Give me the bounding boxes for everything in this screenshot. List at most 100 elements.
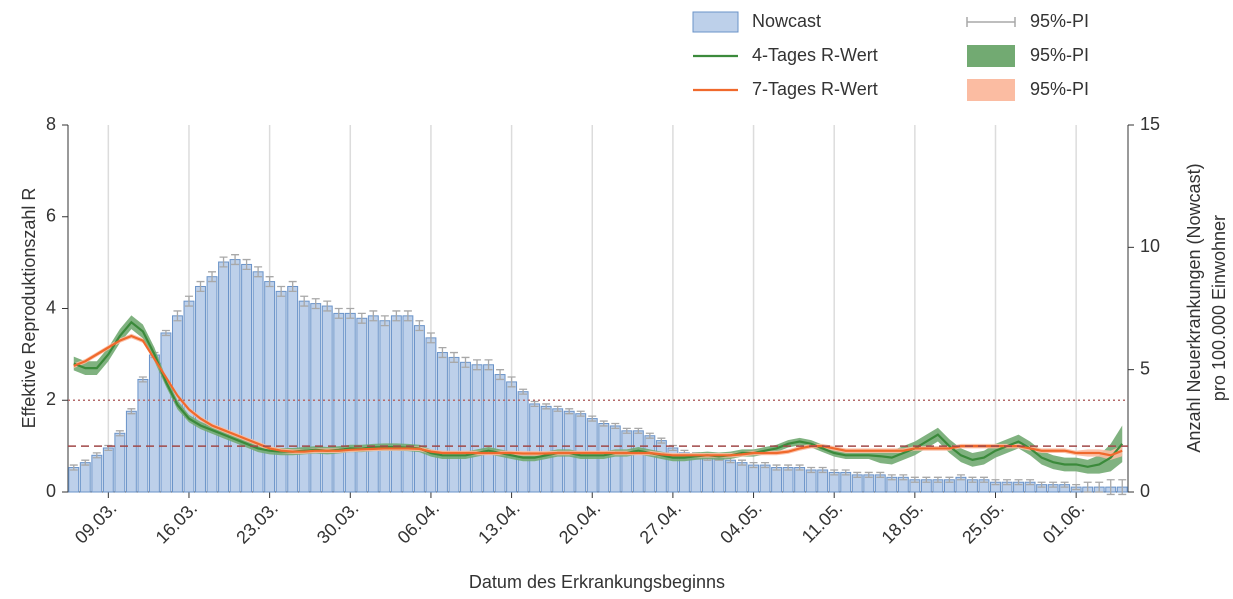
legend-label: 95%-PI xyxy=(1030,11,1089,31)
bar xyxy=(195,285,206,493)
error-bar xyxy=(1014,479,1023,486)
bar xyxy=(736,462,748,493)
legend-swatch xyxy=(692,11,739,33)
error-bar xyxy=(81,459,90,466)
bar xyxy=(160,332,172,493)
error-bar xyxy=(311,298,320,310)
bar xyxy=(402,315,414,493)
error-bar xyxy=(876,471,885,478)
x-tick-label: 27.04. xyxy=(636,498,686,548)
error-bar xyxy=(945,476,954,483)
bar xyxy=(759,464,771,493)
x-tick-label: 04.05. xyxy=(716,498,766,548)
legend-label: 4-Tages R-Wert xyxy=(752,45,878,65)
legend-label: 95%-PI xyxy=(1030,79,1089,99)
error-bar xyxy=(1060,481,1069,488)
bar xyxy=(206,276,218,493)
legend-swatch xyxy=(967,79,1015,101)
error-bar xyxy=(588,415,597,422)
bar xyxy=(471,364,483,493)
line xyxy=(73,334,1123,457)
error-bar xyxy=(449,351,458,363)
error-bar xyxy=(1026,479,1035,486)
y-tick-label: 4 xyxy=(46,297,56,317)
interval-band xyxy=(73,333,1123,460)
error-bar xyxy=(830,469,839,476)
bar xyxy=(125,410,137,493)
error-bar xyxy=(565,408,574,415)
error-bar xyxy=(323,300,332,312)
bar xyxy=(425,337,437,493)
x-tick-label: 09.03. xyxy=(71,498,121,548)
bar xyxy=(771,467,783,493)
error-bar xyxy=(184,295,193,307)
bar xyxy=(137,378,149,493)
bar xyxy=(725,459,736,493)
bar xyxy=(655,440,667,493)
error-bar xyxy=(784,464,793,471)
bar xyxy=(437,352,448,493)
error-bar xyxy=(553,405,562,412)
error-bar xyxy=(807,466,816,474)
error-bar xyxy=(645,432,654,439)
error-bar xyxy=(473,359,482,371)
error-bar xyxy=(853,471,862,478)
bar xyxy=(264,281,276,493)
error-bar xyxy=(910,476,919,483)
x-tick-label: 11.05. xyxy=(798,498,847,547)
error-bar xyxy=(461,356,470,368)
error-bar xyxy=(991,479,1000,486)
error-bar xyxy=(334,307,343,319)
legend-swatch xyxy=(966,17,1016,27)
bar xyxy=(494,374,506,493)
bar xyxy=(413,325,425,493)
y2-tick-label: 10 xyxy=(1140,236,1160,256)
error-bar xyxy=(300,295,309,307)
error-bar xyxy=(115,430,124,437)
bar xyxy=(702,457,713,493)
bar xyxy=(114,432,126,493)
y2-tick-label: 0 xyxy=(1140,481,1150,501)
bar xyxy=(782,467,794,493)
error-bar xyxy=(92,452,101,459)
bar xyxy=(367,315,379,493)
bar xyxy=(321,305,333,493)
error-bar xyxy=(426,332,435,344)
bar xyxy=(79,462,91,493)
error-bar xyxy=(161,329,170,337)
bar xyxy=(448,356,460,493)
error-bar xyxy=(542,403,551,410)
error-bar xyxy=(403,310,412,322)
error-bar xyxy=(956,474,965,481)
error-bar xyxy=(242,258,251,271)
line xyxy=(73,320,1124,468)
bar xyxy=(540,405,552,493)
bar xyxy=(218,261,229,493)
bar xyxy=(275,290,287,493)
error-bar xyxy=(611,422,620,430)
error-bar xyxy=(138,376,147,383)
bar xyxy=(609,425,621,493)
error-bar xyxy=(173,310,182,322)
bar xyxy=(91,454,103,493)
bar xyxy=(68,467,80,493)
y2-axis-label: Anzahl Neuerkrankungen (Nowcast) xyxy=(1184,163,1204,452)
error-bar xyxy=(818,466,827,474)
legend-label: 95%-PI xyxy=(1030,45,1089,65)
bar xyxy=(298,300,310,493)
error-bar xyxy=(519,388,528,395)
error-bar xyxy=(415,320,424,332)
bar xyxy=(817,469,829,493)
error-bar xyxy=(1118,479,1127,496)
error-bar xyxy=(1037,481,1046,488)
y-axis-label: Effektive Reproduktionszahl R xyxy=(19,188,39,429)
error-bar xyxy=(634,427,643,434)
error-bar xyxy=(1072,484,1081,491)
error-bar xyxy=(887,474,896,481)
bar xyxy=(148,354,160,493)
y2-tick-label: 5 xyxy=(1140,358,1150,378)
error-bar xyxy=(622,427,631,434)
y-tick-label: 0 xyxy=(46,481,56,501)
error-bar xyxy=(979,476,988,483)
